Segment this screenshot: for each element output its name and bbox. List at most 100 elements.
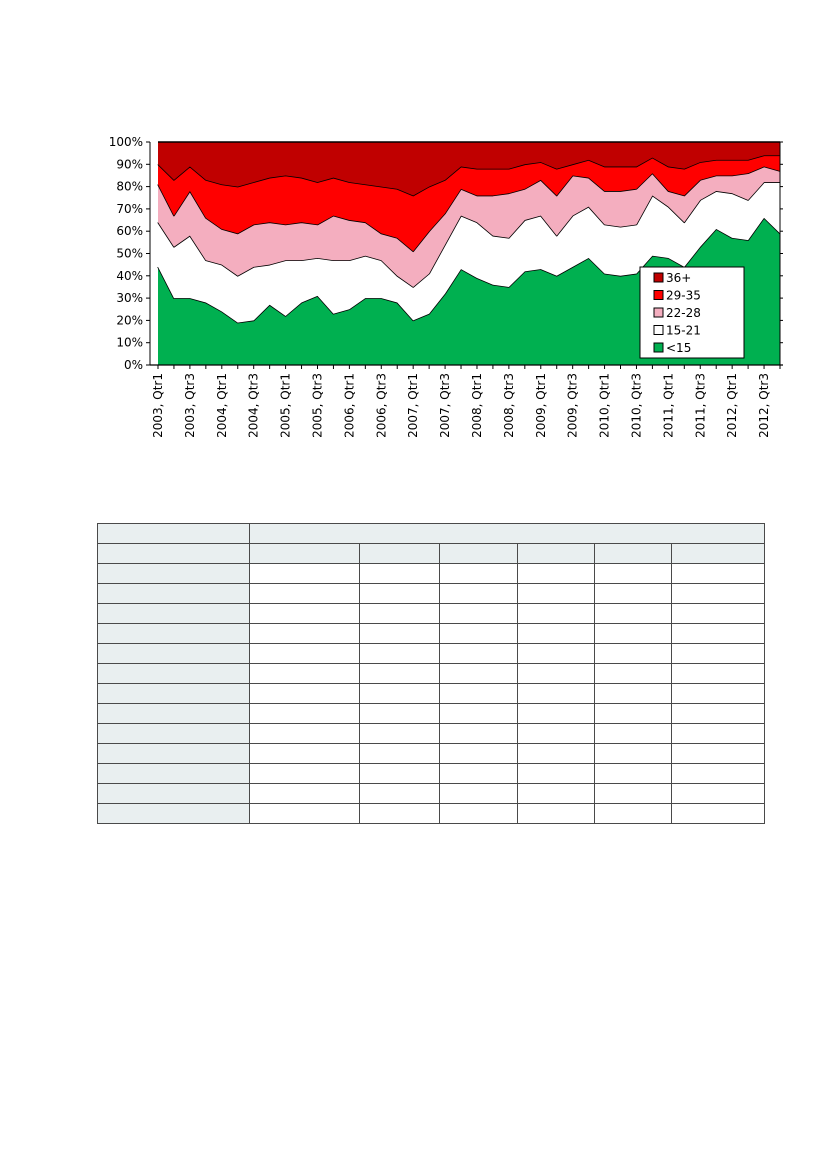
table-header-cell <box>249 523 765 544</box>
table-cell <box>359 703 440 724</box>
table-cell <box>359 583 440 604</box>
table-cell <box>517 563 595 584</box>
table-cell <box>594 743 672 764</box>
table-header-cell <box>249 543 360 564</box>
table-cell <box>359 783 440 804</box>
table-cell <box>439 683 518 704</box>
table-cell <box>439 563 518 584</box>
table-cell <box>594 663 672 684</box>
table-header-cell <box>439 543 518 564</box>
area-series-1 <box>158 217 780 365</box>
x-tick-label: 2007, Qtr3 <box>438 373 452 438</box>
y-tick-label: 30% <box>116 291 143 305</box>
table-cell <box>517 723 595 744</box>
x-tick-label: 2004, Qtr3 <box>247 373 261 438</box>
x-tick-label: 2007, Qtr1 <box>406 373 420 438</box>
table-row <box>97 783 765 804</box>
table-row <box>97 563 765 584</box>
table-cell <box>594 683 672 704</box>
x-tick-label: 2011, Qtr3 <box>693 373 707 438</box>
table-row-header-cell <box>97 643 250 664</box>
table-cell <box>359 763 440 784</box>
table-cell <box>439 723 518 744</box>
table-cell <box>359 603 440 624</box>
table-cell <box>517 603 595 624</box>
table-row-header-cell <box>97 583 250 604</box>
table-cell <box>594 643 672 664</box>
table-cell <box>517 763 595 784</box>
table-row <box>97 763 765 784</box>
x-tick-label: 2008, Qtr3 <box>502 373 516 438</box>
table-cell <box>249 743 360 764</box>
table-cell <box>439 703 518 724</box>
table-cell <box>439 763 518 784</box>
x-tick-label: 2003, Qtr1 <box>151 373 165 438</box>
legend-swatch <box>653 272 664 283</box>
y-axis: 0% 10% 20% 30% 40% 50% 60% 70% 80% 90% 100% <box>109 135 783 372</box>
y-tick-label: 90% <box>116 157 143 171</box>
y-tick-label: 10% <box>116 336 143 350</box>
table-cell <box>594 803 672 824</box>
x-tick-label: 2003, Qtr3 <box>183 373 197 438</box>
legend-label: <15 <box>666 341 691 355</box>
legend-swatch <box>653 342 664 353</box>
table-cell <box>517 683 595 704</box>
table-cell <box>359 623 440 644</box>
table-row <box>97 803 765 824</box>
y-tick-label: 70% <box>116 202 143 216</box>
table-row-header-cell <box>97 803 250 824</box>
table-cell <box>359 683 440 704</box>
y-tick-label: 0% <box>124 358 143 372</box>
table-cell <box>517 743 595 764</box>
area-series-2 <box>158 182 780 323</box>
y-tick-label: 50% <box>116 247 143 261</box>
legend-label: 15-21 <box>666 324 701 338</box>
table-cell <box>439 663 518 684</box>
table-cell <box>249 703 360 724</box>
table-row <box>97 583 765 604</box>
x-tick-label: 2009, Qtr1 <box>534 373 548 438</box>
x-tick-label: 2005, Qtr3 <box>310 373 324 438</box>
table-row <box>97 723 765 744</box>
x-tick-label: 2006, Qtr1 <box>342 373 356 438</box>
table-cell <box>671 763 765 784</box>
x-tick-label: 2012, Qtr1 <box>725 373 739 438</box>
table-cell <box>671 783 765 804</box>
table-row-header-cell <box>97 743 250 764</box>
table-header-cell <box>594 543 672 564</box>
table-cell <box>671 683 765 704</box>
table-cell <box>517 643 595 664</box>
table-cell <box>671 603 765 624</box>
table-row-header-cell <box>97 663 250 684</box>
table-cell <box>517 663 595 684</box>
table-cell <box>671 623 765 644</box>
data-table <box>97 523 765 824</box>
table-row <box>97 683 765 704</box>
table-header-cell <box>97 523 250 544</box>
table-cell <box>594 723 672 744</box>
series-areas <box>157 141 781 365</box>
table-cell <box>249 803 360 824</box>
table-row-header-cell <box>97 683 250 704</box>
area-series-5 <box>158 142 780 196</box>
x-tick-label: 2012, Qtr3 <box>757 373 771 438</box>
table-header-cell <box>671 543 765 564</box>
table-cell <box>359 563 440 584</box>
table-cell <box>439 583 518 604</box>
table-row <box>97 663 765 684</box>
y-tick-label: 60% <box>116 224 143 238</box>
legend-swatch <box>653 307 664 318</box>
table-row <box>97 743 765 764</box>
table-cell <box>594 603 672 624</box>
table-cell <box>594 703 672 724</box>
table-cell <box>594 623 672 644</box>
y-tick-label: 40% <box>116 269 143 283</box>
area-series-3 <box>158 166 780 287</box>
table-row-header-cell <box>97 563 250 584</box>
x-tick-label: 2006, Qtr3 <box>374 373 388 438</box>
table-cell <box>249 683 360 704</box>
table-cell <box>359 723 440 744</box>
table-cell <box>671 583 765 604</box>
table-row <box>97 703 765 724</box>
table-row-header-cell <box>97 723 250 744</box>
